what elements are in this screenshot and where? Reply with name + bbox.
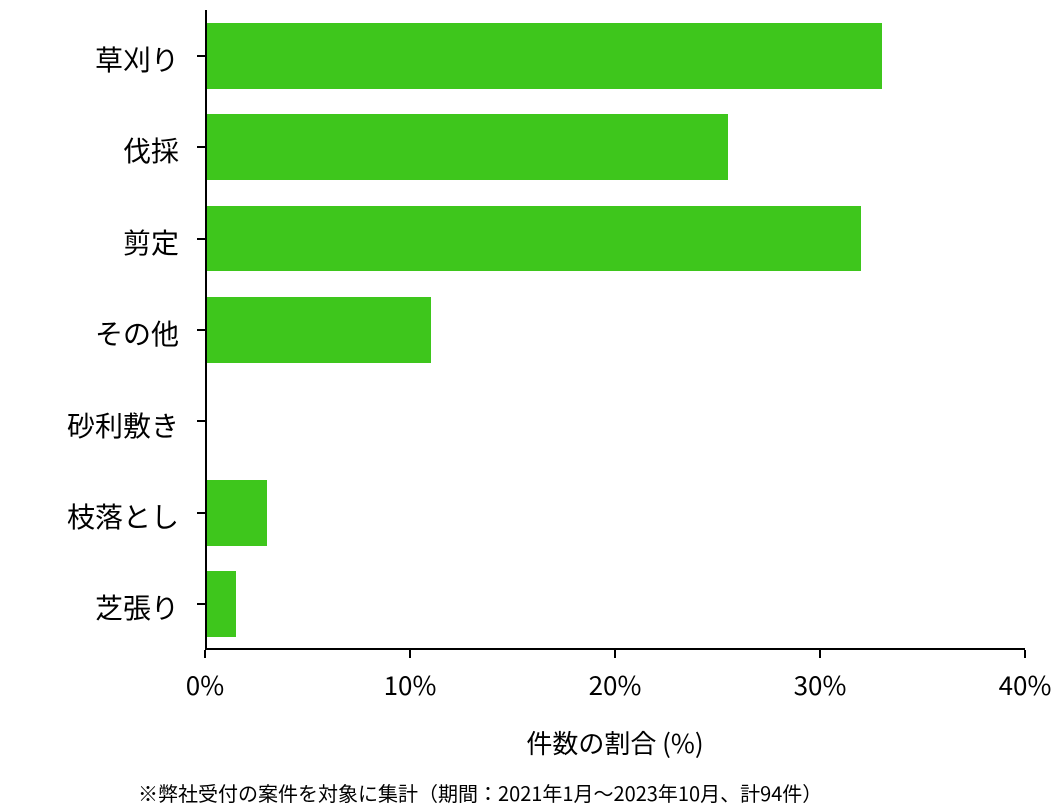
bar — [205, 206, 861, 272]
chart-footnote: ※弊社受付の案件を対象に集計（期間：2021年1月～2023年10月、計94件） — [138, 778, 822, 807]
x-tick — [614, 650, 616, 658]
x-tick — [409, 650, 411, 658]
bar — [205, 114, 728, 180]
plot-area — [205, 10, 1025, 650]
x-tick — [819, 650, 821, 658]
x-axis-tick-label: 20% — [589, 666, 642, 703]
x-axis-tick-label: 40% — [999, 666, 1052, 703]
x-axis-tick-label: 30% — [794, 666, 847, 703]
x-tick — [204, 650, 206, 658]
bar — [205, 23, 882, 89]
y-axis-label: 伐採 — [123, 130, 179, 170]
chart-container: 草刈り伐採剪定その他砂利敷き枝落とし芝張り 0% 10% 20% 30% 40% 件数の… — [0, 0, 1055, 812]
x-axis-title: 件数の割合 (%) — [526, 724, 703, 761]
y-tick — [197, 329, 205, 331]
bar — [205, 297, 431, 363]
y-tick — [197, 238, 205, 240]
bar — [205, 571, 236, 637]
x-tick — [1024, 650, 1026, 658]
y-axis-line — [205, 10, 207, 650]
y-axis-label: 砂利敷き — [67, 405, 179, 445]
y-tick — [197, 603, 205, 605]
x-axis-tick-label: 10% — [384, 666, 437, 703]
y-axis-label: 芝張り — [95, 587, 179, 627]
y-axis-label: 枝落とし — [67, 496, 179, 536]
y-tick — [197, 55, 205, 57]
y-axis-label: 剪定 — [123, 222, 179, 262]
y-tick — [197, 146, 205, 148]
y-axis-label: 草刈り — [95, 39, 179, 79]
y-axis-label: その他 — [95, 313, 179, 353]
x-axis-tick-label: 0% — [186, 666, 224, 703]
bar — [205, 480, 267, 546]
y-tick — [197, 420, 205, 422]
y-tick — [197, 512, 205, 514]
